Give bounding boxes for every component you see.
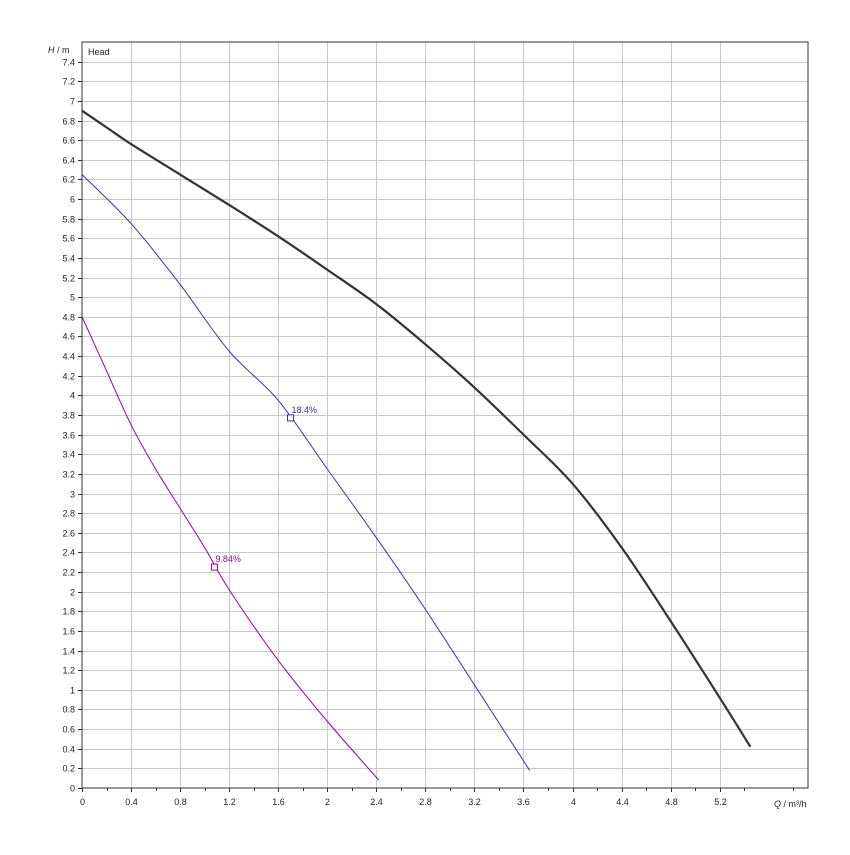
- x-tick-label: 0: [80, 797, 85, 807]
- series-line-1: [81, 109, 752, 748]
- y-tick-label: 5.4: [62, 254, 75, 264]
- y-tick-label: 7.4: [62, 58, 75, 68]
- y-tick-label: 4.2: [62, 372, 75, 382]
- y-tick-label: 2.8: [62, 509, 75, 519]
- y-tick-label: 3: [70, 490, 75, 500]
- chart-title: Head: [88, 47, 110, 57]
- x-tick-label: 4.4: [616, 797, 629, 807]
- y-tick-label: 3.8: [62, 411, 75, 421]
- y-tick-label: 6.2: [62, 175, 75, 185]
- x-tick-label: 2.8: [419, 797, 432, 807]
- series-line-3: [81, 316, 380, 781]
- y-tick-label: 6.8: [62, 117, 75, 127]
- x-tick-label: 4: [571, 797, 576, 807]
- y-tick-labels: 0 0.2 0.4 0.6 0.8 1 1.2 1.4 1.6 1.8 2 2.2 2.4 2.6 2.8 3…: [62, 58, 82, 794]
- y-tick-label: 2: [70, 588, 75, 598]
- y-tick-label: 0.4: [62, 745, 75, 755]
- y-tick-label: 5.8: [62, 215, 75, 225]
- y-tick-label: 7: [70, 97, 75, 107]
- x-tick-labels: 0 0.4 0.8 1.2 1.6 2 2.4 2.8 3.2 3.6 4 4.4 4.8 5.2: [80, 788, 794, 807]
- x-axis-title: Q / m³/h: [774, 799, 807, 809]
- y-axis-symbol: H: [48, 45, 55, 55]
- x-axis-unit: / m³/h: [781, 799, 807, 809]
- y-axis-unit: / m: [55, 45, 70, 55]
- y-tick-label: 6.6: [62, 136, 75, 146]
- efficiency-label-2: 18.4%: [292, 405, 318, 415]
- x-tick-label: 3.6: [517, 797, 530, 807]
- y-tick-label: 4.4: [62, 352, 75, 362]
- y-tick-label: 1.2: [62, 666, 75, 676]
- x-tick-label: 5.2: [714, 797, 727, 807]
- y-tick-label: 6.4: [62, 156, 75, 166]
- y-tick-label: 1.8: [62, 607, 75, 617]
- y-tick-label: 2.4: [62, 548, 75, 558]
- y-tick-label: 2.6: [62, 529, 75, 539]
- y-tick-label: 1.6: [62, 627, 75, 637]
- y-tick-label: 5.6: [62, 234, 75, 244]
- y-tick-label: 0: [70, 784, 75, 794]
- y-tick-label: 0.6: [62, 725, 75, 735]
- y-tick-label: 5.2: [62, 274, 75, 284]
- grid-layer: [82, 42, 808, 788]
- y-tick-label: 2.2: [62, 568, 75, 578]
- y-tick-label: 5: [70, 293, 75, 303]
- x-tick-label: 1.2: [223, 797, 236, 807]
- y-tick-label: 4: [70, 391, 75, 401]
- y-tick-label: 3.6: [62, 431, 75, 441]
- x-tick-label: 1.6: [272, 797, 285, 807]
- y-tick-label: 4.6: [62, 332, 75, 342]
- x-tick-label: 2.4: [370, 797, 383, 807]
- series-line-2: [81, 174, 531, 771]
- efficiency-marker-2: [287, 414, 294, 422]
- y-tick-label: 3.2: [62, 470, 75, 480]
- y-tick-label: 0.8: [62, 705, 75, 715]
- x-tick-label: 0.4: [125, 797, 138, 807]
- series-layer: 18.4% 9.84%: [81, 109, 752, 781]
- y-axis-title: H / m: [48, 45, 70, 55]
- x-tick-label: 2: [325, 797, 330, 807]
- x-tick-label: 3.2: [468, 797, 481, 807]
- y-tick-label: 4.8: [62, 313, 75, 323]
- x-tick-label: 0.8: [174, 797, 187, 807]
- y-tick-label: 7.2: [62, 77, 75, 87]
- y-tick-label: 3.4: [62, 450, 75, 460]
- x-tick-label: 4.8: [665, 797, 678, 807]
- efficiency-marker-3: [210, 563, 218, 571]
- y-tick-label: 6: [70, 195, 75, 205]
- y-tick-label: 1.4: [62, 647, 75, 657]
- efficiency-label-3: 9.84%: [215, 554, 241, 564]
- x-axis-symbol: Q: [774, 799, 781, 809]
- y-tick-label: 1: [70, 686, 75, 696]
- y-tick-label: 0.2: [62, 764, 75, 774]
